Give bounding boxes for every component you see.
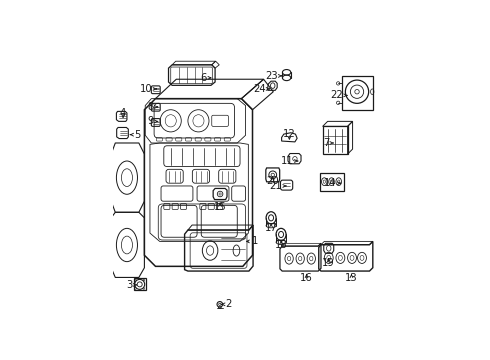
Text: 16: 16 [300, 273, 313, 283]
Text: 20: 20 [267, 176, 279, 186]
Text: 15: 15 [214, 202, 226, 212]
Text: 5: 5 [134, 130, 141, 140]
Text: 18: 18 [275, 240, 287, 250]
Bar [134, 278, 146, 291]
Text: 1: 1 [252, 237, 258, 246]
Text: 22: 22 [330, 90, 343, 100]
Text: 14: 14 [324, 178, 337, 188]
Bar [342, 76, 373, 110]
Text: 6: 6 [200, 73, 206, 83]
Text: 11: 11 [281, 156, 294, 166]
Text: 17: 17 [265, 223, 277, 233]
Text: 3: 3 [126, 280, 132, 290]
Text: 21: 21 [270, 181, 282, 191]
Text: 4: 4 [120, 108, 126, 118]
Text: 23: 23 [266, 71, 278, 81]
Text: 7: 7 [323, 138, 329, 148]
Text: 2: 2 [225, 299, 232, 309]
Text: 13: 13 [345, 273, 358, 283]
Text: 9: 9 [147, 116, 154, 126]
Text: 12: 12 [283, 129, 296, 139]
Text: 10: 10 [140, 84, 153, 94]
Bar [320, 173, 344, 191]
Text: 24: 24 [253, 84, 266, 94]
Text: 19: 19 [322, 258, 335, 268]
Text: 8: 8 [147, 102, 154, 112]
